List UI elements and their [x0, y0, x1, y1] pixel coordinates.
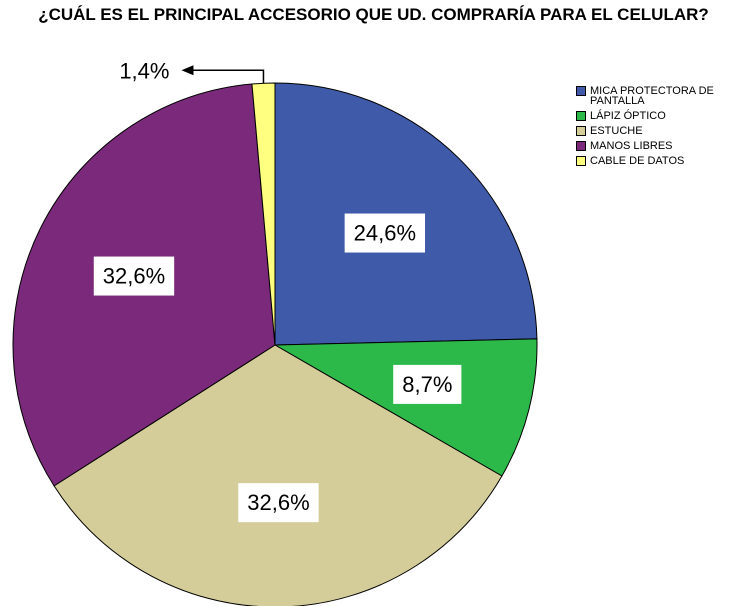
data-label-text: 1,4%: [119, 58, 169, 83]
legend-item: CABLE DE DATOS: [576, 155, 746, 167]
chart-title: ¿CUÁL ES EL PRINCIPAL ACCESORIO QUE UD. …: [38, 5, 709, 24]
data-label-text: 8,7%: [402, 372, 452, 397]
legend-item: LÁPIZ ÓPTICO: [576, 110, 746, 122]
legend-label: CABLE DE DATOS: [590, 155, 685, 167]
legend: MICA PROTECTORA DE PANTALLA LÁPIZ ÓPTICO E…: [576, 86, 746, 171]
data-label-text: 32,6%: [247, 490, 309, 515]
data-label: 32,6%: [238, 483, 319, 523]
legend-item: ESTUCHE: [576, 125, 746, 137]
data-label-text: 24,6%: [354, 221, 416, 246]
legend-label: LÁPIZ ÓPTICO: [590, 110, 666, 122]
legend-label: MICA PROTECTORA DE PANTALLA: [590, 85, 714, 107]
leader-arrow: [181, 65, 194, 76]
legend-label: MANOS LIBRES: [590, 140, 673, 152]
data-label-box: [393, 364, 462, 404]
data-label: 32,6%: [93, 256, 175, 296]
data-label-box: [238, 483, 319, 523]
legend-swatch: [576, 141, 586, 151]
legend-item: MANOS LIBRES: [576, 140, 746, 152]
data-label: 24,6%: [344, 213, 426, 253]
legend-swatch: [576, 86, 586, 96]
legend-label: ESTUCHE: [590, 125, 643, 137]
pie-slice: [273, 338, 538, 477]
pie-slice: [53, 344, 503, 606]
legend-swatch: [576, 126, 586, 136]
data-label-box: [93, 256, 175, 296]
leader-line: [189, 69, 265, 84]
data-label-text: 32,6%: [103, 264, 165, 289]
legend-swatch: [576, 111, 586, 121]
data-label-box: [344, 213, 426, 253]
data-label: 8,7%: [393, 364, 462, 404]
legend-item: MICA PROTECTORA DE PANTALLA: [576, 85, 746, 107]
legend-swatch: [576, 156, 586, 166]
